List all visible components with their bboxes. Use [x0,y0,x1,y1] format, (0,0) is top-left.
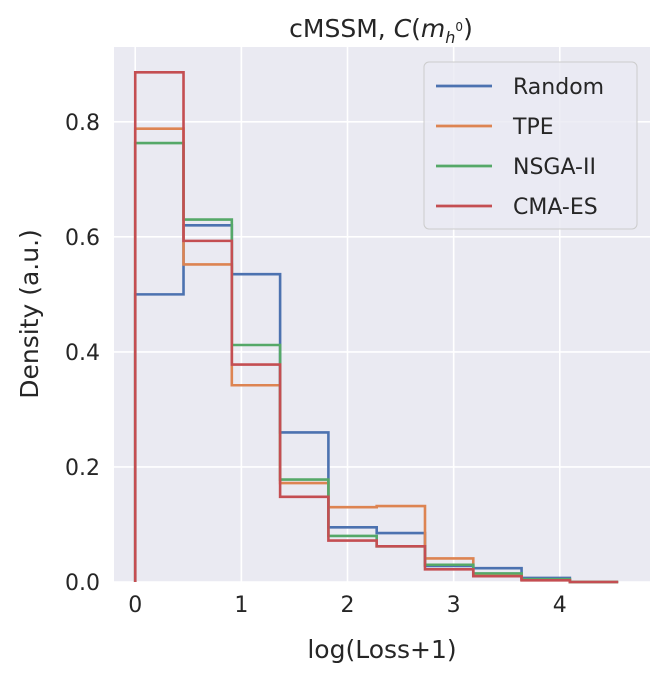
chart-title-prefix: cMSSM, [289,14,394,43]
legend-label-nsga-ii: NSGA-II [513,155,596,180]
series-cma-es-step [133,71,619,584]
legend: Random TPE NSGA-II CMA-ES [423,61,638,230]
chart-title-sub: h [445,28,455,47]
legend-label-random: Random [513,75,604,100]
y-tick-label: 0.4 [65,341,100,366]
y-tick-label: 0.2 [65,456,100,481]
chart-title-sup: 0 [455,20,463,34]
x-tick-labels: 0 1 2 3 4 [128,593,567,618]
y-tick-label: 0.0 [65,571,100,596]
x-tick-label: 4 [553,593,567,618]
x-tick-label: 2 [341,593,355,618]
chart-title-open: ( [411,14,421,43]
chart-title-mathvar: m [421,14,445,43]
chart-title-var: C [394,14,412,43]
histogram-series [133,71,619,584]
legend-box [423,61,638,230]
y-tick-label: 0.6 [65,226,100,251]
legend-label-tpe: TPE [512,115,554,140]
x-tick-label: 1 [234,593,248,618]
y-tick-label: 0.8 [65,111,100,136]
x-axis-label: log(Loss+1) [307,635,456,664]
chart-title: cMSSM, C(mh0) [289,14,473,47]
chart-title-close: ) [463,14,473,43]
x-tick-label: 0 [128,593,142,618]
y-axis-label: Density (a.u.) [15,229,44,399]
x-tick-label: 3 [447,593,461,618]
y-tick-labels: 0.0 0.2 0.4 0.6 0.8 [65,111,100,596]
legend-label-cma-es: CMA-ES [513,195,598,220]
